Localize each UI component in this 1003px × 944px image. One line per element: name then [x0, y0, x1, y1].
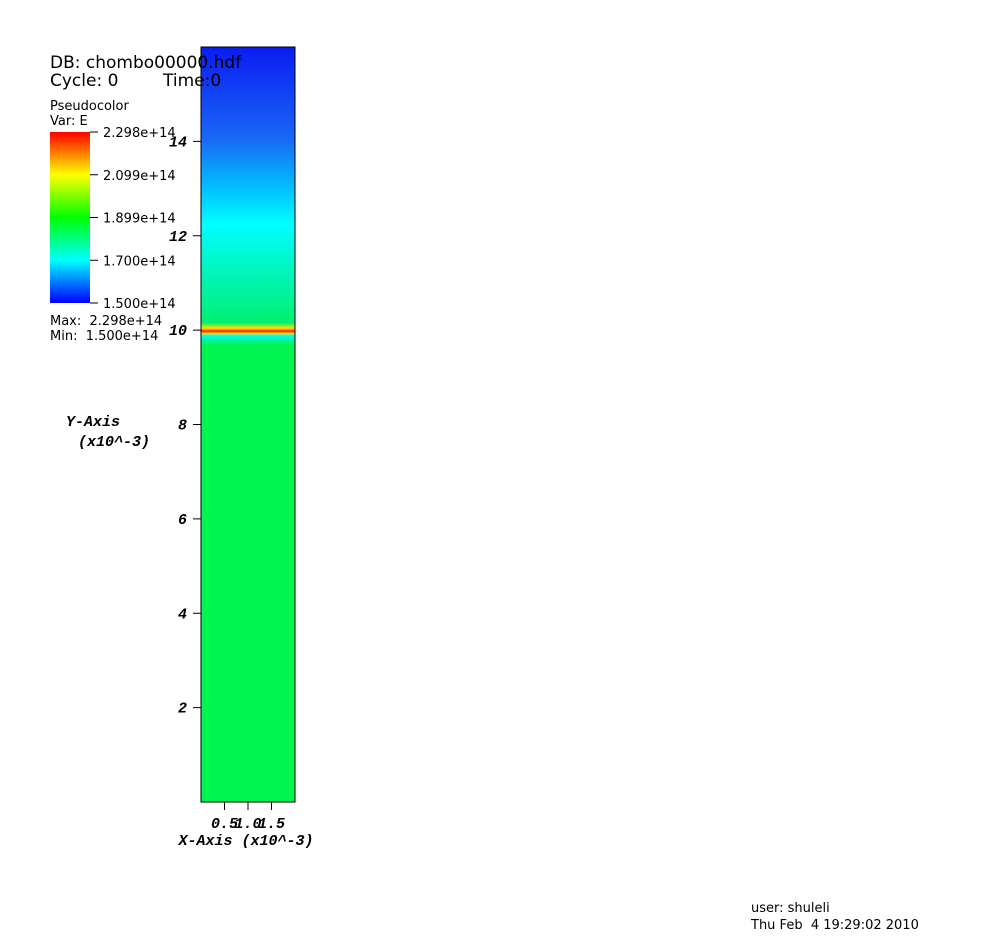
date: Thu Feb 4 19:29:02 2010 [750, 918, 919, 933]
x-tick-label: 0.5 [211, 816, 238, 833]
colorbar [50, 132, 90, 303]
user: user: shuleli [751, 901, 830, 916]
y-axis-scale: (x10^-3) [78, 434, 150, 451]
y-tick-label: 8 [178, 418, 187, 435]
y-axis-title: Y-Axis [66, 414, 120, 431]
pseudocolor-field [200, 46, 296, 803]
max-text: Max: 2.298e+14 [50, 314, 162, 329]
y-tick-label: 10 [169, 323, 187, 340]
colorbar-tick-label: 1.500e+14 [103, 297, 176, 312]
x-tick-label: 1.5 [258, 816, 285, 833]
y-tick-label: 12 [169, 229, 187, 246]
y-tick-label: 4 [178, 606, 187, 623]
min-text: Min: 1.500e+14 [50, 329, 158, 344]
colorbar-tick-label: 1.700e+14 [103, 254, 176, 269]
db-name: DB: chombo00000.hdf [50, 53, 242, 73]
y-tick-label: 2 [178, 701, 187, 718]
x-axis-title: X-Axis (x10^-3) [177, 833, 313, 850]
colorbar-tick-label: 1.899e+14 [103, 212, 176, 227]
time: Time:0 [162, 71, 221, 91]
colorbar-tick-label: 2.298e+14 [103, 126, 176, 141]
cycle: Cycle: 0 [50, 71, 118, 91]
plot-name: Pseudocolor [50, 99, 129, 114]
colorbar-tick-label: 2.099e+14 [103, 169, 176, 184]
variable: Var: E [50, 114, 88, 129]
x-tick-label: 1.0 [234, 816, 261, 833]
y-tick-label: 6 [178, 512, 187, 529]
y-tick-label: 14 [169, 134, 187, 151]
